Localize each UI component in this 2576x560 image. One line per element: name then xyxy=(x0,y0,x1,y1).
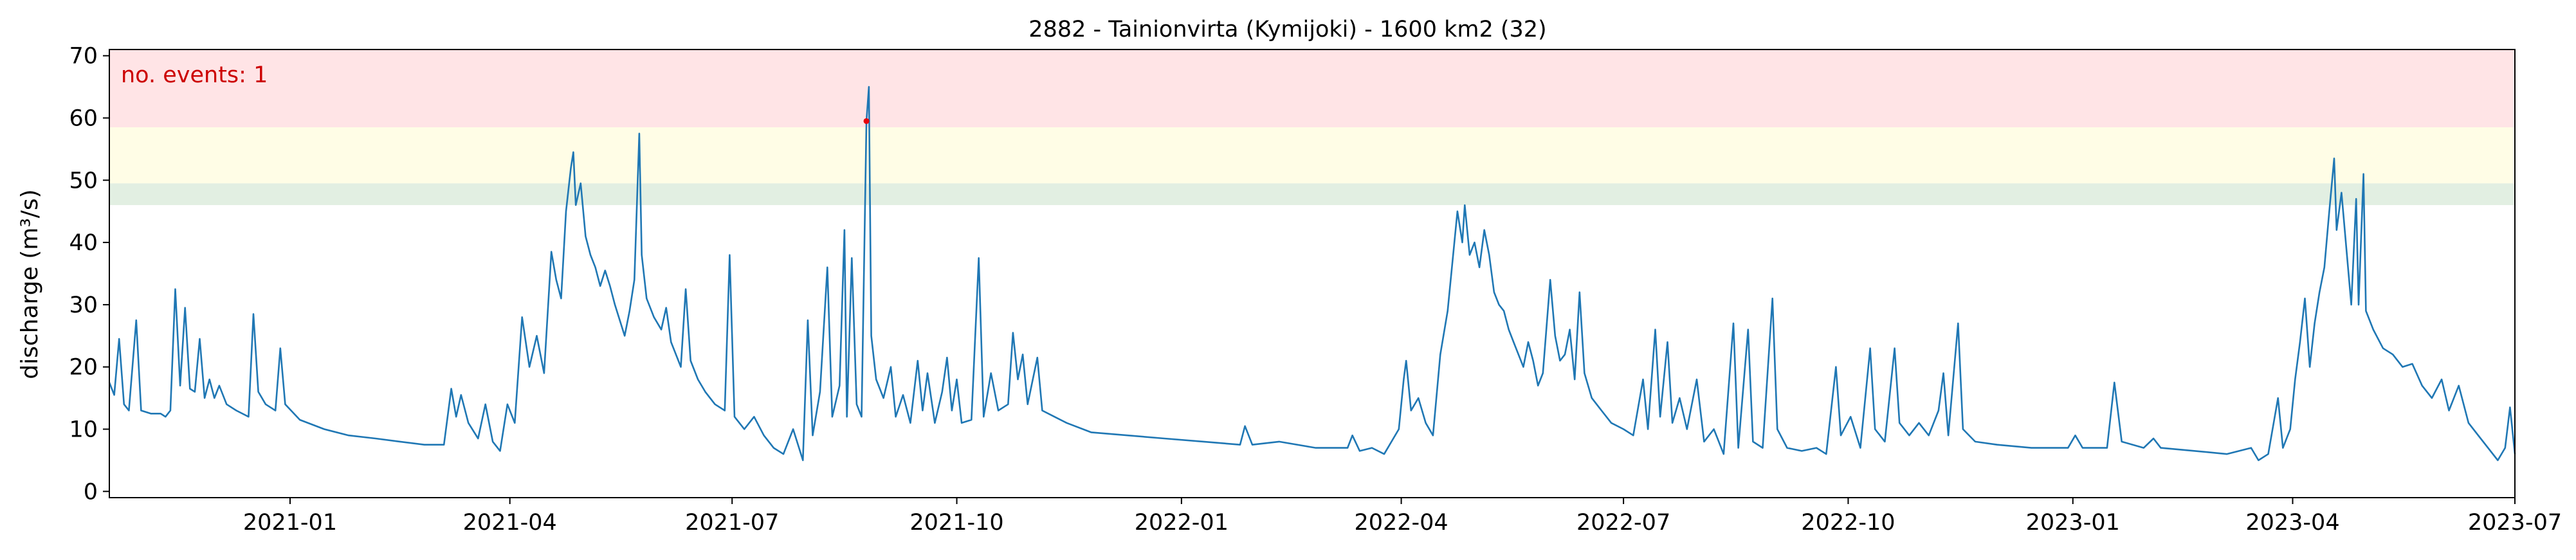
x-tick-label: 2021-04 xyxy=(463,510,557,536)
plot-frame xyxy=(109,49,2516,498)
x-axis: 2021-01 2021-04 2021-07 2021-10 2022-01 2022-… xyxy=(243,498,2562,536)
event-markers xyxy=(863,118,870,124)
discharge-line xyxy=(108,86,2516,462)
x-tick-label: 2022-01 xyxy=(1135,510,1229,536)
y-axis-label: discharge (m³/s) xyxy=(17,189,43,379)
y-tick-label: 10 xyxy=(69,417,98,443)
y-tick-label: 40 xyxy=(69,230,98,256)
x-tick-label: 2023-07 xyxy=(2468,510,2562,536)
y-tick-label: 70 xyxy=(69,44,98,69)
y-tick-label: 20 xyxy=(69,355,98,381)
y-tick-label: 30 xyxy=(69,293,98,318)
y-axis: 0 10 20 30 40 50 60 70 xyxy=(69,44,109,505)
events-count-annotation: no. events: 1 xyxy=(121,62,268,88)
chart-title: 2882 - Tainionvirta (Kymijoki) - 1600 km… xyxy=(1028,17,1546,42)
x-tick-label: 2022-07 xyxy=(1576,510,1670,536)
x-tick-label: 2023-01 xyxy=(2026,510,2120,536)
x-tick-label: 2022-04 xyxy=(1354,510,1448,536)
threshold-bands xyxy=(109,50,2515,206)
threshold-band-1 xyxy=(109,127,2515,184)
x-tick-label: 2023-04 xyxy=(2245,510,2339,536)
discharge-series xyxy=(108,86,2516,462)
x-tick-label: 2021-10 xyxy=(909,510,1003,536)
y-tick-label: 50 xyxy=(69,168,98,194)
x-tick-label: 2021-07 xyxy=(685,510,779,536)
x-tick-label: 2021-01 xyxy=(243,510,337,536)
event-marker xyxy=(863,118,870,124)
threshold-band-0 xyxy=(109,183,2515,206)
y-tick-label: 0 xyxy=(84,479,98,505)
y-tick-label: 60 xyxy=(69,105,98,131)
x-tick-label: 2022-10 xyxy=(1801,510,1895,536)
threshold-band-2 xyxy=(109,50,2515,128)
